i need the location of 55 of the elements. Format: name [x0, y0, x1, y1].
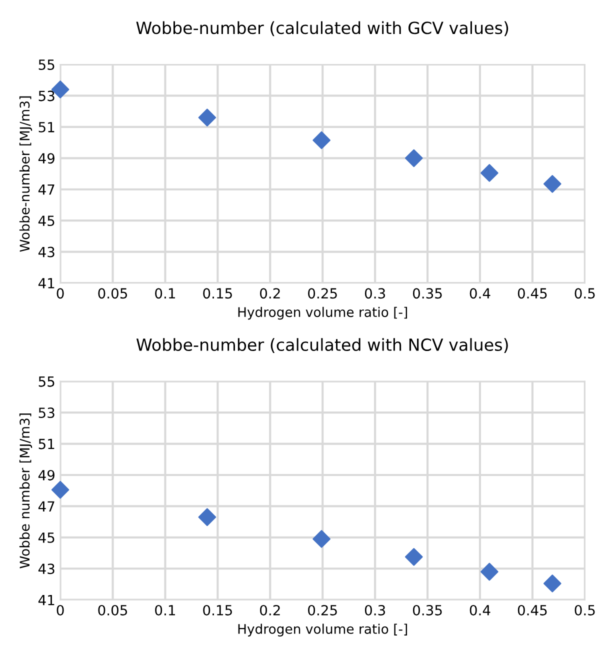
point: [198, 108, 216, 126]
y-tick-label: 51: [38, 122, 54, 132]
x-tick-label: 0: [56, 604, 64, 616]
x-tick-label: 0.3: [364, 604, 385, 616]
y-tick-label: 47: [38, 184, 54, 195]
y-axis-title: Wobbe-number [MJ/m3]: [19, 96, 32, 252]
x-axis-title: Hydrogen volume ratio [-]: [238, 306, 408, 320]
x-tick-label: 0.1: [155, 288, 175, 299]
x-tick-label: 0.35: [412, 288, 442, 299]
point: [543, 574, 562, 592]
chart-title: Wobbe-number (calculated with GCV values): [136, 21, 508, 36]
y-tick-label: 49: [38, 470, 54, 480]
y-tick-label: 51: [38, 438, 54, 450]
x-tick-label: 0.5: [574, 604, 595, 616]
point: [543, 174, 562, 193]
x-tick-label: 0.3: [364, 288, 385, 299]
y-axis-title: Wobbe number [MJ/m3]: [19, 414, 32, 568]
x-tick-label: 0.15: [203, 288, 232, 299]
y-tick-label: 43: [38, 564, 54, 574]
y-tick-label: 47: [38, 501, 54, 512]
x-tick-label: 0.05: [98, 604, 128, 616]
x-tick-label: 0.4: [470, 288, 490, 299]
point: [404, 149, 423, 168]
x-tick-label: 0.45: [518, 288, 547, 299]
y-tick-label: 41: [38, 278, 54, 288]
x-tick-label: 0.1: [155, 604, 175, 616]
y-tick-label: 45: [38, 216, 54, 226]
x-tick-label: 0: [56, 288, 64, 299]
point: [198, 508, 216, 526]
x-tick-label: 0.4: [470, 604, 490, 616]
x-tick-label: 0.35: [412, 604, 442, 616]
y-tick-label: 55: [38, 60, 54, 70]
y-tick-label: 41: [38, 595, 54, 606]
x-axis-title: Hydrogen volume ratio [-]: [238, 624, 408, 636]
y-tick-label: 53: [38, 90, 54, 102]
y-tick-label: 55: [38, 376, 54, 387]
point: [312, 530, 330, 548]
point: [404, 548, 423, 566]
x-tick-label: 0.15: [203, 604, 232, 616]
x-tick-label: 0.25: [308, 288, 337, 299]
x-tick-label: 0.45: [518, 604, 547, 616]
y-tick-label: 45: [38, 532, 54, 543]
y-tick-label: 49: [38, 153, 54, 164]
chart-title: Wobbe-number (calculated with NCV values): [136, 338, 508, 353]
point: [480, 164, 498, 182]
x-tick-label: 0.25: [308, 604, 337, 616]
point: [480, 562, 498, 581]
point: [312, 131, 330, 150]
x-tick-label: 0.5: [574, 288, 595, 299]
y-tick-label: 53: [38, 408, 54, 418]
y-tick-label: 43: [38, 246, 54, 258]
x-tick-label: 0.2: [260, 604, 280, 616]
x-tick-label: 0.05: [98, 288, 128, 299]
x-tick-label: 0.2: [260, 288, 280, 299]
point: [51, 480, 70, 499]
